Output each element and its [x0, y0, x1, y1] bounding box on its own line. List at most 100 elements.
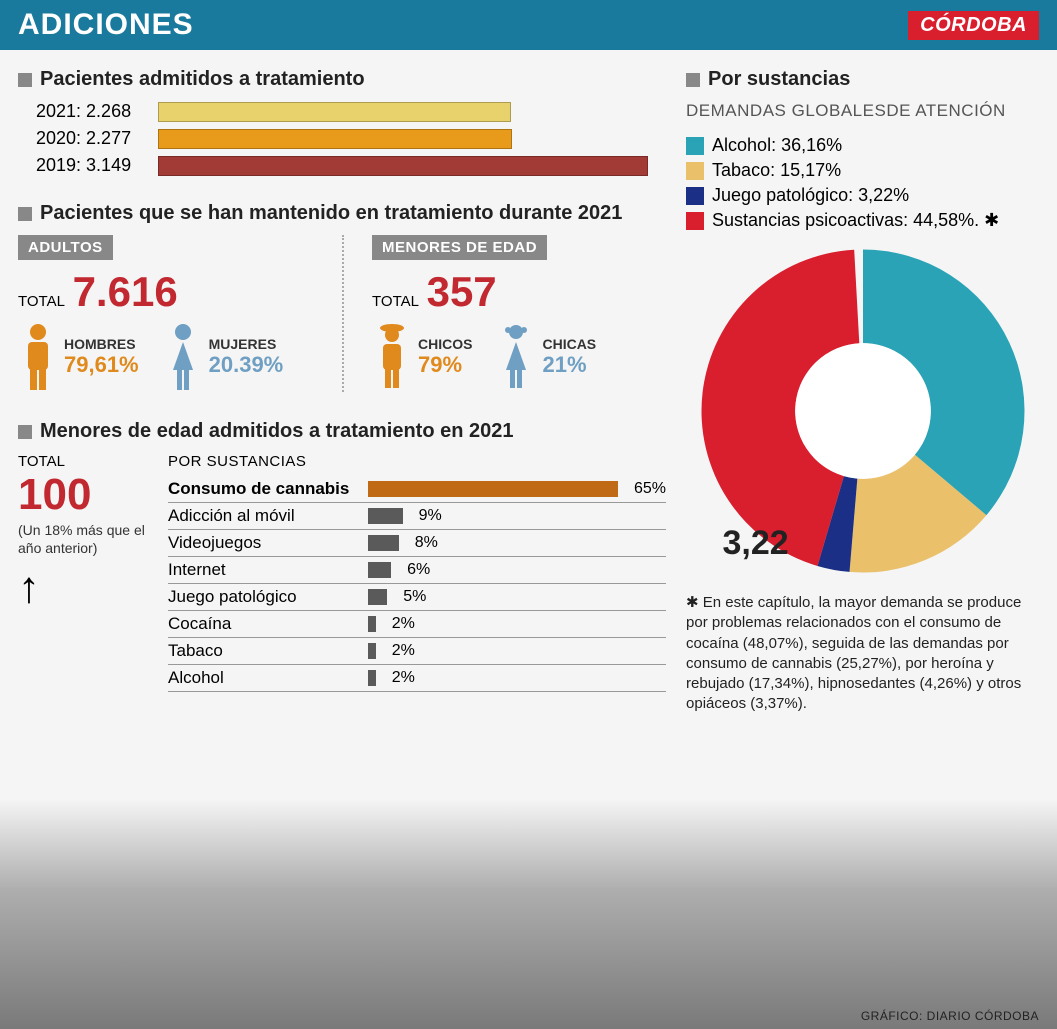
minors-block: MENORES DE EDAD TOTAL 357 CHICOS 79%	[342, 235, 666, 392]
substance-row: Videojuegos 8%	[168, 530, 666, 557]
minors-total-label: TOTAL	[372, 293, 418, 310]
substance-bar	[368, 508, 403, 524]
menores-subhead: POR SUSTANCIAS	[168, 453, 666, 470]
substance-row: Cocaína 2%	[168, 611, 666, 638]
section-mantenidos-title: Pacientes que se han mantenido en tratam…	[18, 202, 666, 225]
minors-label: MENORES DE EDAD	[372, 235, 547, 260]
substance-rows: Consumo de cannabis 65% Adicción al móvil 9…	[168, 476, 666, 692]
credit-line: GRÁFICO: DIARIO CÓRDOBA	[861, 1009, 1039, 1023]
substance-bar	[368, 481, 618, 497]
substance-row: Internet 6%	[168, 557, 666, 584]
substance-name: Juego patológico	[168, 587, 358, 607]
substance-bar	[368, 643, 376, 659]
menores-right: POR SUSTANCIAS Consumo de cannabis 65% Adi…	[168, 453, 666, 692]
left-column: Pacientes admitidos a tratamiento 2021: …	[18, 68, 666, 715]
legend-label: Alcohol: 36,16%	[712, 135, 842, 156]
menores-wrap: TOTAL 100 (Un 18% más que el año anterio…	[18, 453, 666, 692]
substance-name: Alcohol	[168, 668, 358, 688]
mantenidos-wrap: ADULTOS TOTAL 7.616 HOMBRES 79,61%	[18, 235, 666, 392]
substance-bar	[368, 670, 376, 686]
minors-male-pct: 79%	[418, 352, 472, 378]
section-sustancias-title: Por sustancias	[686, 68, 1039, 91]
adults-male: HOMBRES 79,61%	[18, 322, 139, 392]
substance-pct: 2%	[392, 669, 415, 687]
substance-name: Cocaína	[168, 614, 358, 634]
substance-name: Internet	[168, 560, 358, 580]
substance-bar	[368, 535, 399, 551]
girl-icon	[496, 322, 536, 392]
adults-total-label: TOTAL	[18, 293, 64, 310]
substance-pct: 8%	[415, 534, 438, 552]
menores-total: 100	[18, 470, 148, 520]
admitidos-label: 2020: 2.277	[36, 128, 146, 149]
substance-row: Adicción al móvil 9%	[168, 503, 666, 530]
legend-label: Sustancias psicoactivas: 44,58%. ✱	[712, 210, 999, 231]
page-title: ADICIONES	[18, 8, 194, 42]
header-bar: ADICIONES CÓRDOBA	[0, 0, 1057, 50]
admitidos-chart: 2021: 2.268 2020: 2.277 2019: 3.149	[36, 101, 666, 176]
donut-callout: 3,22	[723, 524, 789, 563]
footnote: ✱ En este capítulo, la mayor demanda se …	[686, 593, 1039, 715]
adults-block: ADULTOS TOTAL 7.616 HOMBRES 79,61%	[18, 235, 312, 392]
admitidos-bar	[158, 129, 512, 149]
adults-male-label: HOMBRES	[64, 336, 139, 352]
substance-bar	[368, 616, 376, 632]
substance-pct: 65%	[634, 480, 666, 498]
minors-female-label: CHICAS	[542, 336, 596, 352]
boy-icon	[372, 322, 412, 392]
substance-name: Tabaco	[168, 641, 358, 661]
adults-label: ADULTOS	[18, 235, 113, 260]
substance-name: Adicción al móvil	[168, 506, 358, 526]
legend-row: Alcohol: 36,16%	[686, 135, 1039, 156]
admitidos-row: 2021: 2.268	[36, 101, 666, 122]
male-icon	[18, 322, 58, 392]
minors-female: CHICAS 21%	[496, 322, 596, 392]
legend-label: Tabaco: 15,17%	[712, 160, 841, 181]
admitidos-bar	[158, 102, 511, 122]
legend-swatch	[686, 212, 704, 230]
admitidos-label: 2019: 3.149	[36, 155, 146, 176]
substance-row: Juego patológico 5%	[168, 584, 666, 611]
menores-total-label: TOTAL	[18, 453, 148, 470]
menores-note: (Un 18% más que el año anterior)	[18, 522, 148, 557]
adults-total: 7.616	[73, 268, 178, 316]
content: Pacientes admitidos a tratamiento 2021: …	[0, 50, 1057, 715]
substance-name: Consumo de cannabis	[168, 479, 358, 499]
section-menores-title: Menores de edad admitidos a tratamiento …	[18, 420, 666, 443]
legend-swatch	[686, 187, 704, 205]
substance-name: Videojuegos	[168, 533, 358, 553]
right-column: Por sustancias DEMANDAS GLOBALESDE ATENC…	[686, 68, 1039, 715]
minors-male-label: CHICOS	[418, 336, 472, 352]
substance-pct: 6%	[407, 561, 430, 579]
sustancias-subtitle: DEMANDAS GLOBALESDE ATENCIÓN	[686, 101, 1039, 121]
minors-female-pct: 21%	[542, 352, 596, 378]
minors-total: 357	[427, 268, 497, 316]
admitidos-label: 2021: 2.268	[36, 101, 146, 122]
admitidos-bar	[158, 156, 648, 176]
donut-chart: 3,22	[693, 241, 1033, 581]
legend-row: Sustancias psicoactivas: 44,58%. ✱	[686, 210, 1039, 231]
legend-swatch	[686, 137, 704, 155]
section-admitidos-title: Pacientes admitidos a tratamiento	[18, 68, 666, 91]
donut-center	[795, 343, 931, 479]
substance-pct: 2%	[392, 615, 415, 633]
background-fade	[0, 799, 1057, 1029]
adults-female-pct: 20.39%	[209, 352, 284, 378]
menores-left: TOTAL 100 (Un 18% más que el año anterio…	[18, 453, 148, 692]
adults-female-label: MUJERES	[209, 336, 284, 352]
legend-label: Juego patológico: 3,22%	[712, 185, 909, 206]
substance-row: Alcohol 2%	[168, 665, 666, 692]
admitidos-row: 2019: 3.149	[36, 155, 666, 176]
legend-row: Juego patológico: 3,22%	[686, 185, 1039, 206]
legend-swatch	[686, 162, 704, 180]
substance-pct: 9%	[419, 507, 442, 525]
minors-total-row: TOTAL 357	[372, 268, 666, 316]
substance-row: Consumo de cannabis 65%	[168, 476, 666, 503]
legend-row: Tabaco: 15,17%	[686, 160, 1039, 181]
minors-male: CHICOS 79%	[372, 322, 472, 392]
substance-bar	[368, 562, 391, 578]
adults-female: MUJERES 20.39%	[163, 322, 284, 392]
substance-pct: 5%	[403, 588, 426, 606]
arrow-up-icon: ↑	[18, 563, 148, 613]
substance-bar	[368, 589, 387, 605]
